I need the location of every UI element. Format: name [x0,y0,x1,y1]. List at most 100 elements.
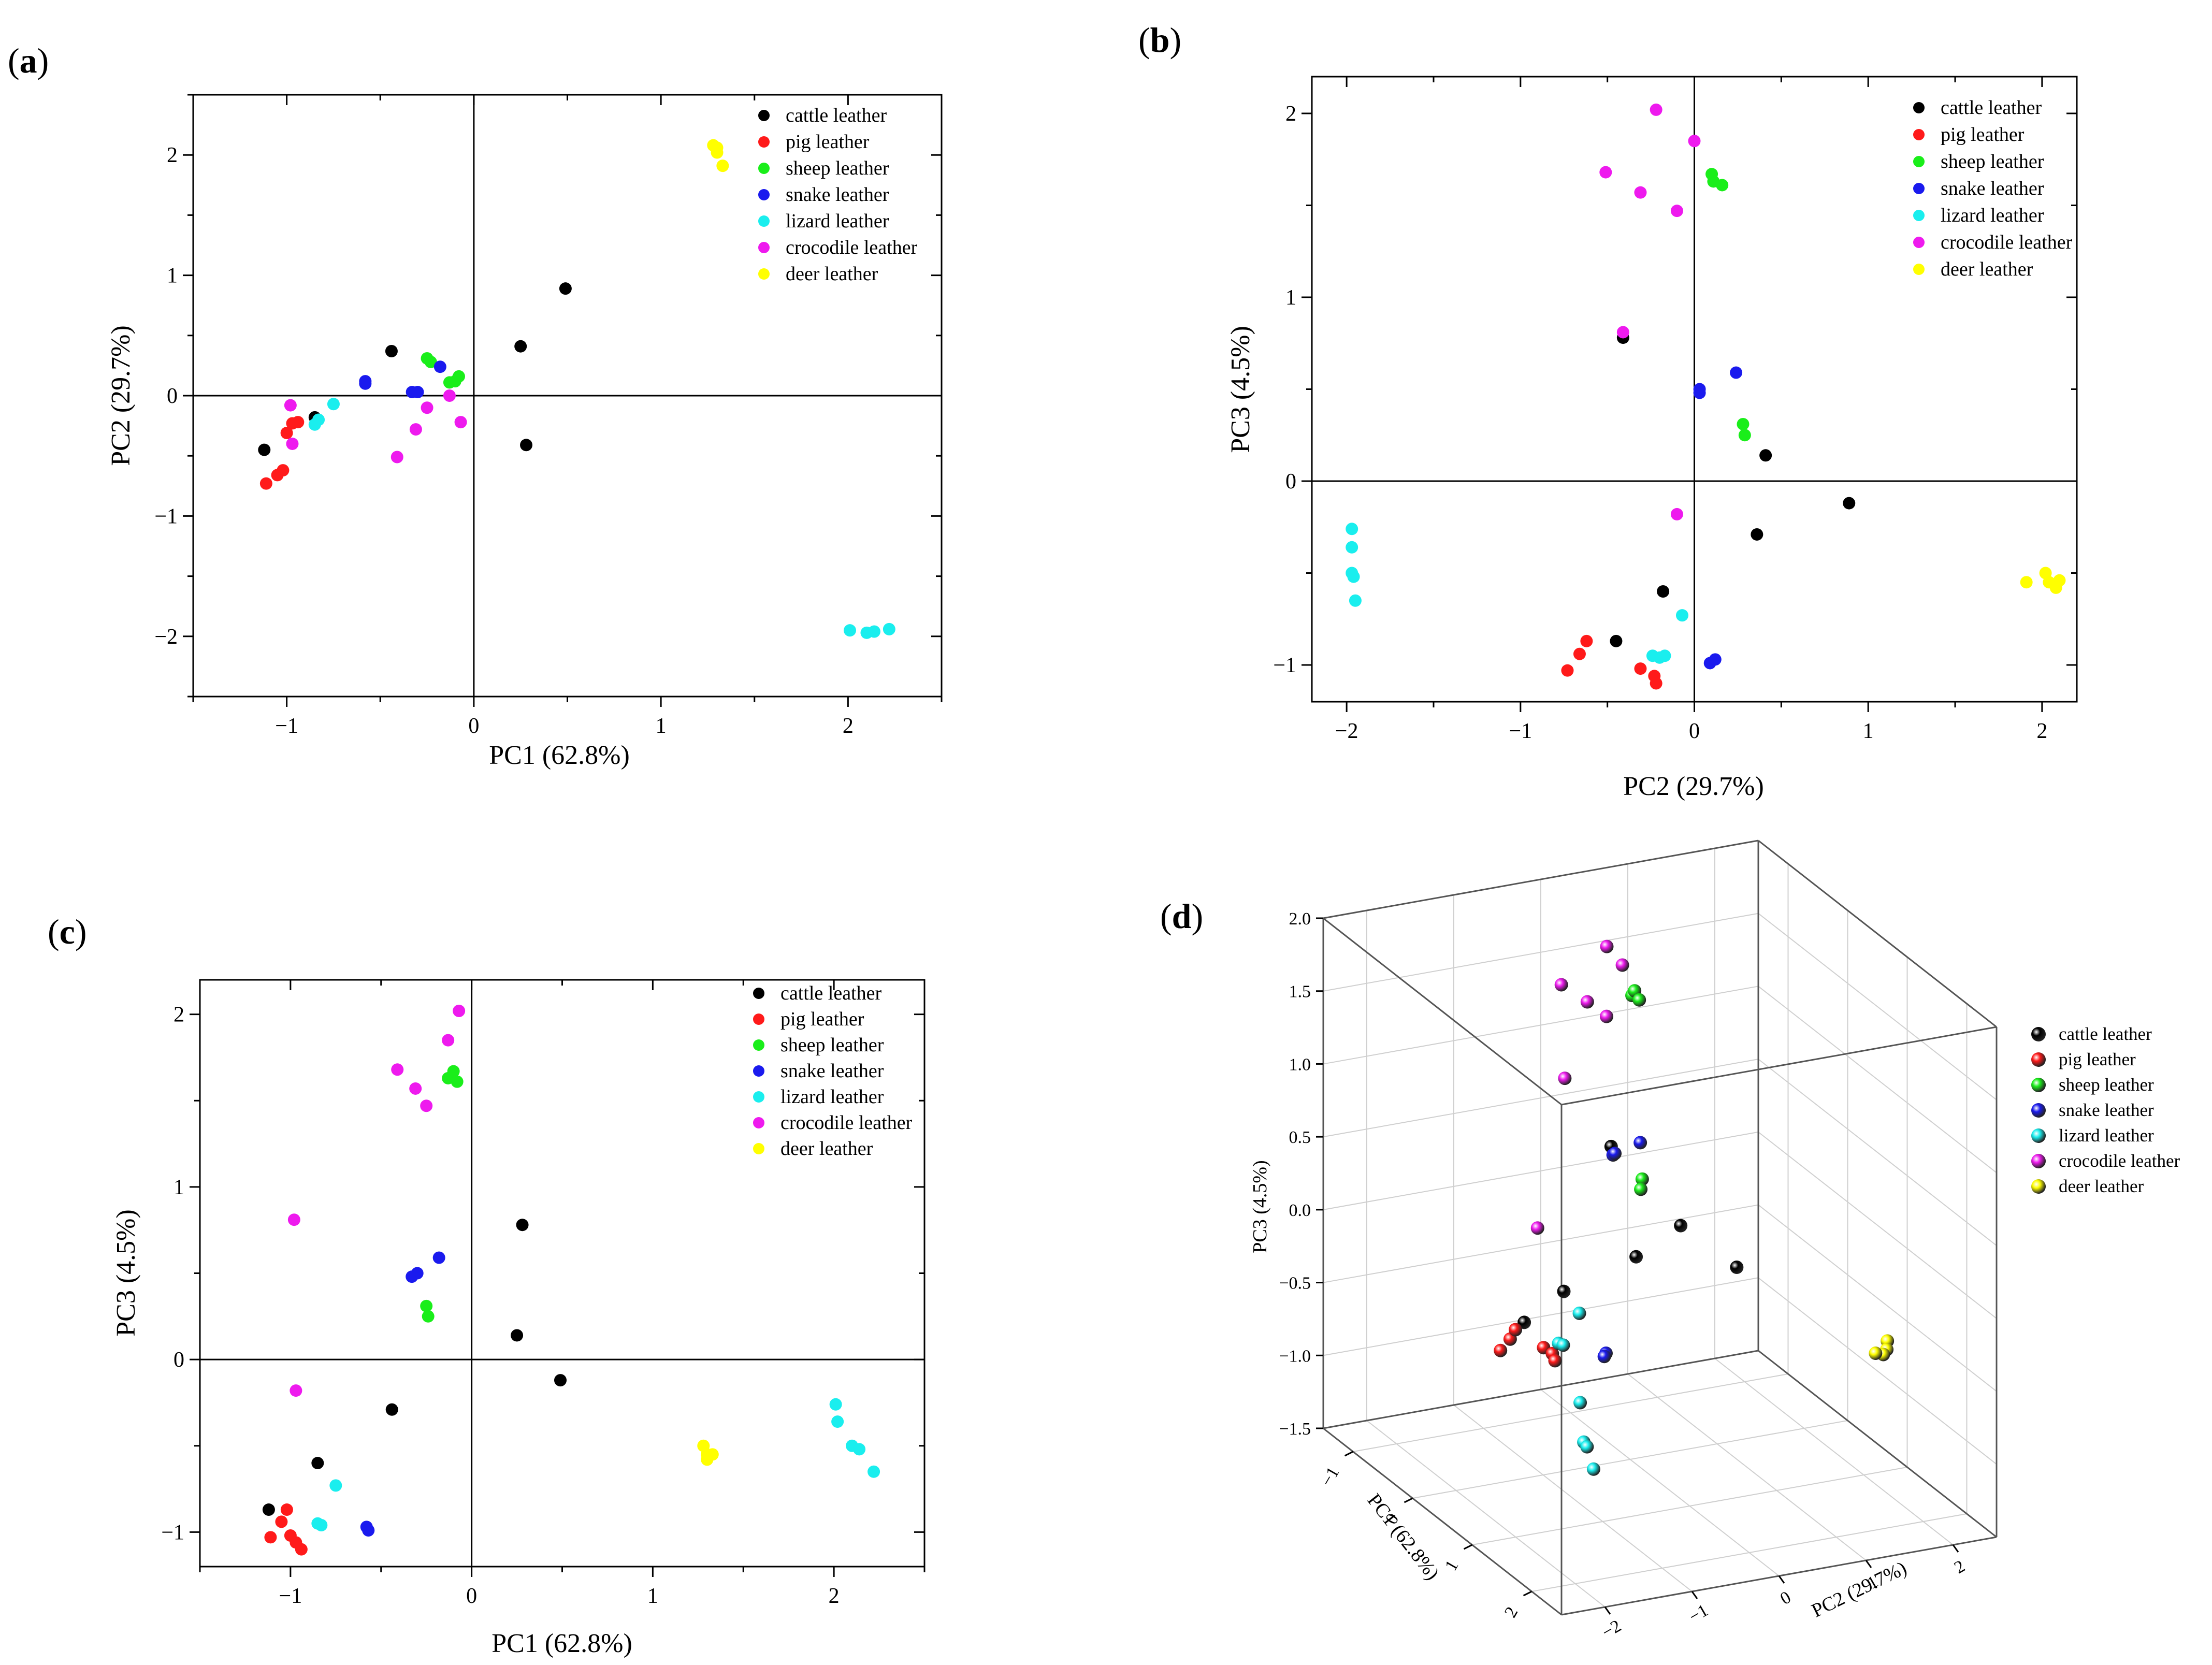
y-tick-label: 1 [1285,286,1296,310]
data-point-cattle-leather [520,439,533,452]
grid-line-y [1714,1358,1954,1545]
data-point-lizard-leather [853,1443,866,1456]
y-tick-label: 0 [174,1348,184,1372]
grid-line-x [1472,1467,1907,1545]
data-point-lizard-leather [327,398,340,411]
data-point-cattle-leather [1843,497,1856,510]
legend-marker-crocodile-leather [1913,237,1925,248]
legend-label-deer-leather: deer leather [2059,1176,2144,1196]
legend-label-sheep-leather: sheep leather [786,157,889,179]
x-tick-label: −2 [1335,719,1358,743]
y-tick-label: 2 [1951,1557,1968,1578]
x-tick-label: −1 [1317,1464,1343,1490]
data-point-cattle-leather [1674,1219,1688,1233]
data-point-lizard-leather [1658,649,1671,662]
y-tick-label: 1 [167,264,178,288]
legend-label-crocodile-leather: crocodile leather [786,237,918,258]
data-point-lizard-leather [1572,1306,1586,1320]
data-point-lizard-leather [868,1465,880,1478]
y-tick-label: 0 [167,384,178,408]
legend-label-lizard-leather: lizard leather [2059,1125,2154,1146]
data-point-cattle-leather [1751,528,1763,541]
y-tick-label: 1 [174,1176,184,1199]
grid-line-z [1758,1204,1997,1392]
legend-label-deer-leather: deer leather [780,1138,873,1160]
data-point-sheep-leather [1716,179,1729,192]
data-point-cattle-leather [385,345,398,358]
x-tick-label: −1 [275,714,298,738]
data-point-snake-leather [362,1524,375,1537]
data-point-sheep-leather [422,1310,435,1323]
z-tick-label: 0.5 [1289,1128,1311,1147]
data-point-pig-leather [1650,677,1662,690]
x-axis-title: PC1 (62.8%) [489,741,630,770]
x-tick [1404,1497,1413,1503]
data-point-crocodile-leather [391,1063,404,1076]
data-point-snake-leather [1709,653,1722,666]
data-point-snake-leather [411,1267,424,1280]
panel-label: (a) [8,41,49,80]
legend-label-crocodile-leather: crocodile leather [2059,1151,2180,1171]
data-point-crocodile-leather [1670,508,1683,520]
legend-marker-crocodile-leather [753,1117,764,1128]
cube-edge [1323,917,1562,1106]
x-tick [1523,1590,1533,1597]
x-tick-label: 0 [1689,719,1700,743]
grid-line-z [1758,986,1997,1174]
legend-marker-snake-leather [2031,1103,2046,1118]
data-point-crocodile-leather [284,399,297,412]
panel-a-scatter-pc1-pc2: (a) −1 0 1 2 −2 −1 0 1 2 PC1 (62.8%) PC2 (29.7%) cat… [8,41,943,770]
data-point-deer-leather [2020,576,2033,589]
data-point-cattle-leather [511,1329,524,1342]
data-point-crocodile-leather [409,1082,422,1095]
data-point-sheep-leather [1738,429,1751,442]
panel-label: (d) [1160,896,1203,936]
data-point-crocodile-leather [287,1213,300,1226]
z-tick-label: 1.0 [1289,1055,1311,1074]
data-point-cattle-leather [1517,1315,1531,1329]
y-axis-title: PC2 (29.7%) [106,325,136,466]
x-tick-label: 1 [1441,1557,1463,1574]
y-tick [1604,1606,1611,1615]
data-point-deer-leather [1869,1347,1883,1360]
y-tick-label: −2 [1599,1616,1625,1642]
data-point-pig-leather [277,464,290,477]
data-point-crocodile-leather [290,1384,302,1397]
x-tick-label: −1 [279,1584,302,1608]
data-point-pig-leather [295,1543,308,1556]
z-tick-label: 0.0 [1289,1201,1311,1220]
data-point-snake-leather [1633,1136,1647,1150]
data-point-lizard-leather [1349,594,1362,607]
data-point-crocodile-leather [421,401,433,414]
data-point-pig-leather [1580,634,1593,647]
data-point-cattle-leather [1629,1250,1643,1264]
x-tick-label: 2 [1501,1604,1522,1621]
legend-marker-cattle-leather [753,988,764,999]
data-point-crocodile-leather [1670,205,1683,218]
legend-label-snake-leather: snake leather [786,184,889,206]
legend-label-crocodile-leather: crocodile leather [1941,231,2073,253]
legend-marker-pig-leather [1913,129,1925,140]
legend-marker-sheep-leather [758,163,770,174]
legend-label-snake-leather: snake leather [2059,1100,2154,1120]
y-tick-label: 0 [1777,1588,1794,1609]
data-point-pig-leather [259,477,272,490]
data-point-snake-leather [1693,386,1706,399]
legend-marker-pig-leather [758,136,770,148]
data-point-pig-leather [1561,664,1574,677]
data-point-snake-leather [433,360,446,373]
x-tick-label: 1 [1863,719,1874,743]
data-point-pig-leather [275,1515,288,1528]
data-point-lizard-leather [1556,1338,1570,1352]
data-point-lizard-leather [1347,570,1360,583]
data-point-deer-leather [706,1448,719,1461]
y-tick [1778,1575,1785,1584]
x-tick-label: −1 [1509,719,1532,743]
legend-marker-lizard-leather [1913,210,1925,221]
data-point-sheep-leather [424,355,437,368]
grid-line-x [1531,1513,1967,1592]
z-axis-title: PC3 (4.5%) [1249,1160,1271,1253]
data-point-pig-leather [264,1531,277,1544]
data-point-lizard-leather [1346,523,1358,535]
legend-marker-snake-leather [753,1065,764,1077]
